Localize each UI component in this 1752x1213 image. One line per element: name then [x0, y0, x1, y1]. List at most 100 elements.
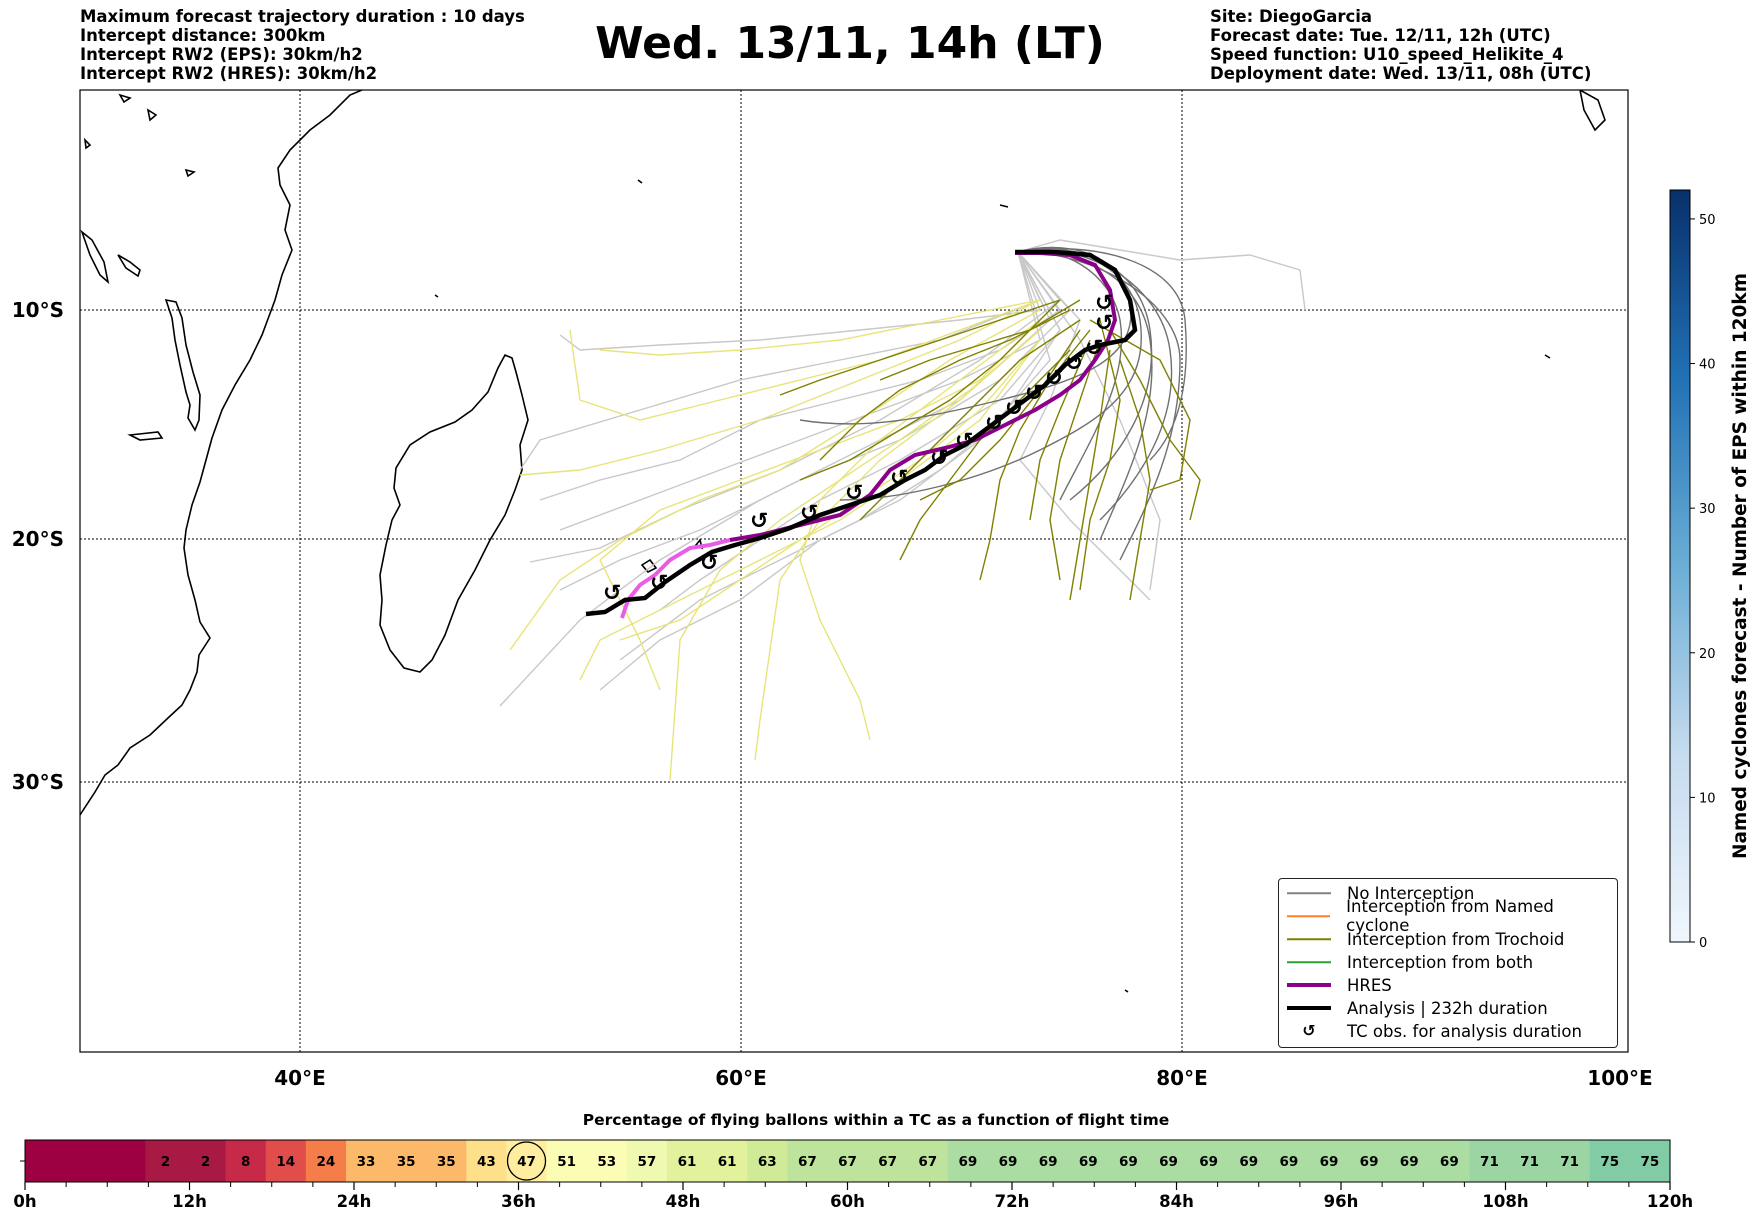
percentage-tick-label: 12h — [172, 1192, 207, 1211]
lon-tick-label: 100°E — [1587, 1066, 1652, 1090]
percentage-value: 69 — [1199, 1154, 1218, 1170]
percentage-value: 33 — [357, 1154, 376, 1170]
lon-tick-label: 40°E — [274, 1066, 326, 1090]
legend-label: Interception from both — [1347, 952, 1534, 972]
percentage-cell — [1228, 1140, 1270, 1182]
percentage-cell — [466, 1140, 508, 1182]
percentage-cell — [1268, 1140, 1310, 1182]
header-left: Maximum forecast trajectory duration : 1… — [80, 7, 525, 83]
lon-tick-label: 60°E — [715, 1066, 767, 1090]
tc-observation-symbols: ↺ ↺↺ ↺ ↺↺ ↺↺↺ ↺↺↺ ↺↺↺ ↺↺ — [603, 291, 1113, 606]
percentage-value: 69 — [1079, 1154, 1098, 1170]
percentage-cell — [1469, 1140, 1511, 1182]
percentage-cell — [1028, 1140, 1069, 1182]
percentage-cell — [185, 1140, 227, 1182]
percentage-cell — [546, 1140, 588, 1182]
percentage-value: 69 — [1159, 1154, 1178, 1170]
percentage-value: 61 — [718, 1154, 737, 1170]
svg-text:↺: ↺ — [800, 501, 818, 526]
colorbar: 0 10 20 30 40 50 Named cyclones forecast - Nu… — [1669, 189, 1751, 951]
percentage-cell — [1549, 1140, 1591, 1182]
percentage-tick-label: 60h — [830, 1192, 865, 1211]
header-line: Intercept RW2 (EPS): 30km/h2 — [80, 45, 363, 64]
percentage-cell — [386, 1140, 427, 1182]
percentage-value: 71 — [1480, 1154, 1499, 1170]
header-line: Forecast date: Tue. 12/11, 12h (UTC) — [1210, 26, 1551, 45]
cyclone-symbol-icon: ↺ — [1302, 1021, 1316, 1040]
analysis-trajectory — [585, 249, 1138, 617]
percentage-value: 69 — [1279, 1154, 1298, 1170]
percentage-value: 57 — [637, 1154, 656, 1170]
svg-text:↺: ↺ — [1025, 381, 1043, 406]
header-line: Speed function: U10_speed_Helikite_4 — [1210, 45, 1564, 64]
percentage-cell — [345, 1140, 387, 1182]
header-right: Site: DiegoGarcia Forecast date: Tue. 12… — [1210, 7, 1591, 83]
percentage-cell — [1509, 1140, 1551, 1182]
percentage-cell — [1429, 1140, 1470, 1182]
percentage-value: 47 — [517, 1154, 536, 1170]
svg-text:↺: ↺ — [890, 466, 908, 491]
svg-text:↺: ↺ — [700, 551, 718, 576]
svg-text:↺: ↺ — [650, 571, 668, 596]
header-line: Intercept RW2 (HRES): 30km/h2 — [80, 64, 378, 83]
svg-text:↺: ↺ — [1095, 311, 1113, 336]
percentage-cell — [305, 1140, 347, 1182]
coastline — [80, 90, 1606, 993]
percentage-bar-title: Percentage of flying ballons within a TC… — [582, 1111, 1170, 1129]
percentage-cell — [225, 1140, 267, 1182]
percentage-tick-label: 96h — [1324, 1192, 1359, 1211]
legend-item: ↺ TC obs. for analysis duration — [1287, 1021, 1582, 1041]
map-grid — [80, 90, 1628, 1052]
percentage-value: 67 — [878, 1154, 897, 1170]
percentage-cell — [1068, 1140, 1109, 1182]
percentage-value: 69 — [1400, 1154, 1419, 1170]
svg-text:↺: ↺ — [930, 446, 948, 471]
svg-text:↺: ↺ — [1045, 366, 1063, 391]
legend-item: Interception from Named cyclone — [1287, 897, 1617, 935]
hres-trajectory — [729, 251, 1118, 542]
percentage-cell — [666, 1140, 708, 1182]
percentage-value: 67 — [918, 1154, 937, 1170]
percentage-value: 61 — [678, 1154, 697, 1170]
lon-tick-label: 80°E — [1156, 1066, 1208, 1090]
lat-tick-label: 10°S — [12, 298, 64, 322]
percentage-value: 67 — [798, 1154, 817, 1170]
legend-item: HRES — [1287, 975, 1392, 995]
percentage-tick-label: 0h — [13, 1192, 36, 1211]
lon-axis: 40°E 60°E 80°E 100°E — [274, 1066, 1652, 1090]
percentage-cell — [1308, 1140, 1350, 1182]
colorbar-tick-label: 40 — [1699, 358, 1716, 373]
percentage-value: 2 — [201, 1154, 210, 1170]
percentage-value: 71 — [1560, 1154, 1579, 1170]
colorbar-tick-label: 10 — [1699, 791, 1716, 806]
percentage-value: 24 — [317, 1154, 336, 1170]
percentage-value: 69 — [958, 1154, 977, 1170]
percentage-cell — [747, 1140, 788, 1182]
percentage-cell — [265, 1140, 307, 1182]
percentage-value: 75 — [1641, 1154, 1660, 1170]
percentage-value: 35 — [397, 1154, 416, 1170]
percentage-cell — [787, 1140, 829, 1182]
legend-item: Interception from Trochoid — [1287, 929, 1564, 949]
percentage-cell — [1629, 1140, 1671, 1182]
svg-text:↺: ↺ — [955, 429, 973, 454]
percentage-cell — [907, 1140, 949, 1182]
svg-text:↺: ↺ — [1095, 291, 1113, 316]
svg-text:↺: ↺ — [1085, 336, 1103, 361]
percentage-value: 75 — [1600, 1154, 1619, 1170]
legend-label: No Interception — [1347, 883, 1475, 903]
percentage-bar: 2 2 8 14 24 33 35 35 43 47 51 53 57 61 61 63 67 67 67 67 69 6… — [13, 1139, 1693, 1211]
svg-text:↺: ↺ — [845, 481, 863, 506]
percentage-tick-label: 84h — [1159, 1192, 1194, 1211]
legend-label: Interception from Trochoid — [1347, 929, 1565, 949]
svg-text:↺: ↺ — [1005, 396, 1023, 421]
percentage-value: 69 — [1360, 1154, 1379, 1170]
percentage-value: 67 — [838, 1154, 857, 1170]
percentage-value: 71 — [1520, 1154, 1539, 1170]
percentage-tick-label: 36h — [501, 1192, 536, 1211]
percentage-cell — [1349, 1140, 1390, 1182]
percentage-value: 69 — [999, 1154, 1018, 1170]
lat-tick-label: 30°S — [12, 770, 64, 794]
percentage-value: 35 — [437, 1154, 456, 1170]
